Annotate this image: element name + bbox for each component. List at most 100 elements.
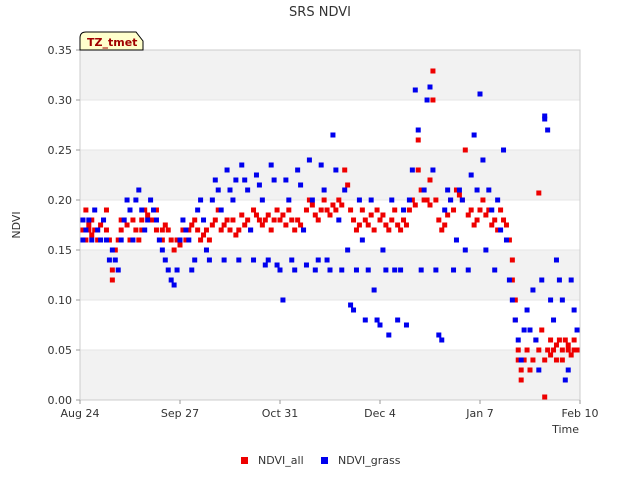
data-point: [398, 227, 404, 233]
data-point: [212, 217, 218, 223]
data-point: [80, 227, 86, 233]
grid-band: [80, 150, 580, 200]
x-tick-label: Dec 4: [364, 407, 396, 420]
data-point: [118, 227, 124, 233]
data-point: [295, 167, 301, 173]
data-point: [92, 227, 98, 233]
data-point: [86, 227, 92, 233]
data-point: [456, 187, 462, 193]
data-point: [445, 212, 451, 218]
data-point: [165, 267, 171, 273]
data-point: [409, 167, 415, 173]
data-point: [483, 212, 489, 218]
series-NDVI_grass: [80, 84, 580, 383]
data-point: [548, 352, 554, 358]
x-axis: Aug 24 Sep 27 Oct 31 Dec 4 Jan 7 Feb 10: [61, 400, 598, 420]
data-point: [509, 257, 515, 263]
data-point: [474, 217, 480, 223]
data-point: [565, 367, 571, 373]
data-point: [112, 247, 118, 253]
data-point: [512, 317, 518, 323]
data-point: [203, 227, 209, 233]
data-point: [418, 187, 424, 193]
data-point: [118, 237, 124, 243]
data-point: [474, 187, 480, 193]
data-point: [509, 297, 515, 303]
data-point: [156, 237, 162, 243]
data-point: [542, 116, 548, 122]
data-point: [506, 277, 512, 283]
y-tick-label: 0.05: [48, 344, 73, 357]
data-point: [333, 207, 339, 213]
data-point: [292, 267, 298, 273]
data-point: [109, 247, 115, 253]
data-point: [268, 227, 274, 233]
data-point: [462, 247, 468, 253]
data-point: [448, 197, 454, 203]
data-point: [477, 91, 483, 97]
data-point: [471, 222, 477, 228]
data-point: [109, 267, 115, 273]
data-point: [362, 217, 368, 223]
data-point: [306, 157, 312, 163]
data-point: [471, 132, 477, 138]
legend-swatch: [321, 457, 328, 464]
data-point: [162, 222, 168, 228]
data-point: [80, 237, 86, 243]
data-point: [568, 277, 574, 283]
data-point: [239, 162, 245, 168]
data-point: [218, 207, 224, 213]
data-point: [136, 187, 142, 193]
data-point: [145, 217, 151, 223]
data-point: [271, 217, 277, 223]
data-point: [389, 197, 395, 203]
data-point: [518, 377, 524, 383]
data-point: [533, 337, 539, 343]
data-point: [192, 217, 198, 223]
data-point: [209, 197, 215, 203]
data-point: [553, 257, 559, 263]
data-point: [351, 307, 357, 313]
data-point: [198, 197, 204, 203]
data-point: [542, 357, 548, 363]
y-tick-label: 0.15: [48, 244, 73, 257]
data-point: [256, 217, 262, 223]
data-point: [230, 197, 236, 203]
data-point: [115, 237, 121, 243]
data-point: [489, 207, 495, 213]
data-point: [436, 332, 442, 338]
data-point: [480, 197, 486, 203]
data-point: [433, 267, 439, 273]
data-point: [515, 357, 521, 363]
data-point: [262, 262, 268, 268]
data-point: [124, 222, 130, 228]
data-point: [368, 212, 374, 218]
data-point: [489, 222, 495, 228]
data-point: [295, 217, 301, 223]
data-point: [236, 227, 242, 233]
data-point: [133, 227, 139, 233]
data-point: [215, 187, 221, 193]
data-point: [201, 232, 207, 238]
data-point: [548, 297, 554, 303]
data-point: [230, 217, 236, 223]
data-point: [83, 227, 89, 233]
data-point: [568, 352, 574, 358]
data-point: [518, 367, 524, 373]
data-point: [142, 227, 148, 233]
data-point: [536, 347, 542, 353]
data-point: [553, 357, 559, 363]
data-point: [521, 357, 527, 363]
data-point: [342, 167, 348, 173]
data-point: [415, 167, 421, 173]
data-point: [503, 237, 509, 243]
data-point: [286, 207, 292, 213]
y-tick-label: 0.10: [48, 294, 73, 307]
data-point: [501, 147, 507, 153]
data-point: [336, 217, 342, 223]
grid-band: [80, 250, 580, 300]
data-point: [177, 237, 183, 243]
data-point: [268, 162, 274, 168]
data-point: [186, 227, 192, 233]
data-point: [180, 227, 186, 233]
